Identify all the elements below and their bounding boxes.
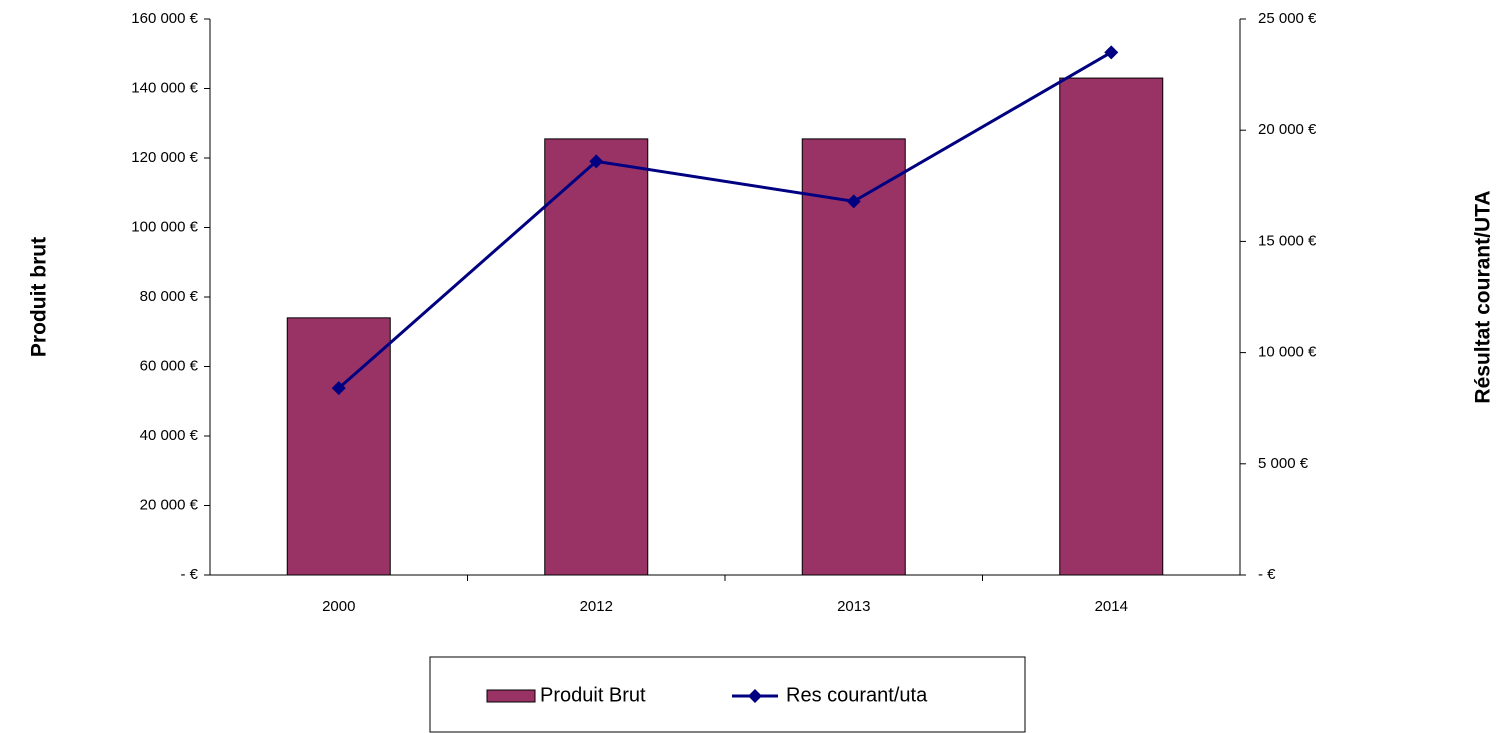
y-tick-label: - € (180, 566, 198, 583)
x-tick-label: 2012 (580, 598, 613, 615)
x-tick-label: 2000 (322, 598, 355, 615)
line (337, 51, 1113, 390)
y2-tick-label: 5 000 € (1258, 455, 1309, 472)
x-tick-label: 2014 (1095, 598, 1128, 615)
y2-tick-label: 10 000 € (1258, 344, 1317, 361)
y-tick-label: 60 000 € (140, 357, 199, 374)
y2-tick-label: 20 000 € (1258, 121, 1317, 138)
legend-label: Res courant/uta (786, 684, 928, 706)
y-axis-title: Produit brut (28, 237, 51, 357)
y2-tick-label: 25 000 € (1258, 10, 1317, 27)
bar (801, 138, 906, 576)
legend-marker (748, 689, 762, 703)
marker (846, 194, 861, 209)
x-tick-label: 2013 (837, 598, 870, 615)
y-tick-label: 160 000 € (131, 10, 198, 27)
y2-tick-label: 15 000 € (1258, 232, 1317, 249)
y2-axis-title: Résultat courant/UTA (1472, 190, 1495, 403)
y-tick-label: 20 000 € (140, 496, 199, 513)
bar (1059, 77, 1164, 576)
y-tick-label: 120 000 € (131, 149, 198, 166)
marker (331, 381, 346, 396)
legend-label: Produit Brut (540, 684, 646, 706)
marker (1104, 45, 1119, 60)
marker (589, 154, 604, 169)
y-tick-label: 80 000 € (140, 288, 199, 305)
y2-tick-label: - € (1258, 566, 1276, 583)
legend-swatch (486, 689, 536, 703)
bar (544, 138, 649, 576)
y-tick-label: 140 000 € (131, 79, 198, 96)
y-tick-label: 40 000 € (140, 427, 199, 444)
bar (286, 317, 391, 576)
y-tick-label: 100 000 € (131, 218, 198, 235)
